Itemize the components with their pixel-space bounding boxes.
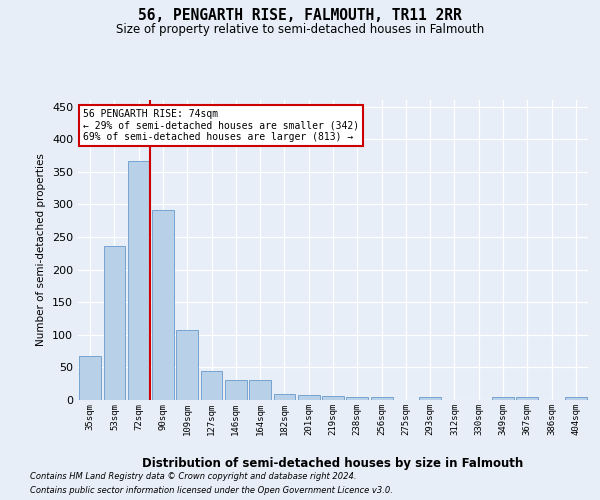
Text: 56 PENGARTH RISE: 74sqm
← 29% of semi-detached houses are smaller (342)
69% of s: 56 PENGARTH RISE: 74sqm ← 29% of semi-de… (83, 109, 359, 142)
Text: Contains public sector information licensed under the Open Government Licence v3: Contains public sector information licen… (30, 486, 393, 495)
Bar (517, 398, 538, 400)
Bar (346, 396, 368, 400)
Bar (104, 246, 125, 400)
Bar (79, 356, 101, 400)
Bar (419, 398, 441, 400)
Bar (371, 398, 392, 400)
Bar (492, 398, 514, 400)
Bar (249, 380, 271, 400)
Bar (298, 396, 320, 400)
Text: Distribution of semi-detached houses by size in Falmouth: Distribution of semi-detached houses by … (142, 458, 524, 470)
Bar (225, 380, 247, 400)
Text: 56, PENGARTH RISE, FALMOUTH, TR11 2RR: 56, PENGARTH RISE, FALMOUTH, TR11 2RR (138, 8, 462, 22)
Bar (274, 394, 295, 400)
Bar (322, 396, 344, 400)
Bar (128, 162, 149, 400)
Text: Size of property relative to semi-detached houses in Falmouth: Size of property relative to semi-detach… (116, 22, 484, 36)
Bar (565, 398, 587, 400)
Text: Contains HM Land Registry data © Crown copyright and database right 2024.: Contains HM Land Registry data © Crown c… (30, 472, 356, 481)
Bar (200, 370, 223, 400)
Bar (176, 330, 198, 400)
Bar (152, 210, 174, 400)
Y-axis label: Number of semi-detached properties: Number of semi-detached properties (37, 154, 46, 346)
